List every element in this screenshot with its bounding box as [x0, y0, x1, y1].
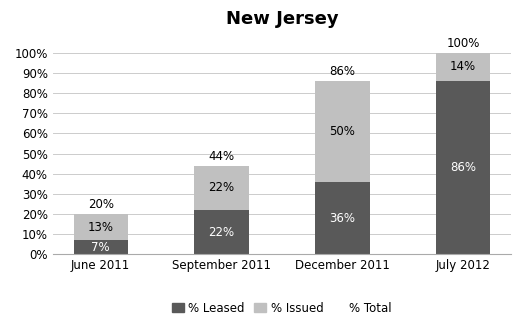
Bar	[315, 81, 369, 182]
Bar	[315, 182, 369, 254]
Text: 50%: 50%	[329, 125, 355, 138]
Bar	[194, 166, 249, 210]
Bar	[74, 240, 128, 254]
Text: 7%: 7%	[91, 241, 110, 254]
Text: 22%: 22%	[209, 181, 235, 194]
Legend: % Leased, % Issued, % Total: % Leased, % Issued, % Total	[167, 297, 397, 319]
Bar	[194, 210, 249, 254]
Text: 20%: 20%	[87, 198, 114, 211]
Text: 100%: 100%	[446, 37, 480, 50]
Text: 22%: 22%	[209, 226, 235, 239]
Text: 36%: 36%	[329, 212, 355, 225]
Text: 86%: 86%	[450, 161, 476, 174]
Bar	[436, 53, 490, 81]
Title: New Jersey: New Jersey	[226, 10, 338, 28]
Bar	[436, 81, 490, 254]
Text: 14%: 14%	[450, 60, 476, 73]
Bar	[74, 214, 128, 240]
Text: 44%: 44%	[209, 150, 235, 163]
Text: 13%: 13%	[87, 221, 114, 233]
Text: 86%: 86%	[329, 65, 355, 78]
